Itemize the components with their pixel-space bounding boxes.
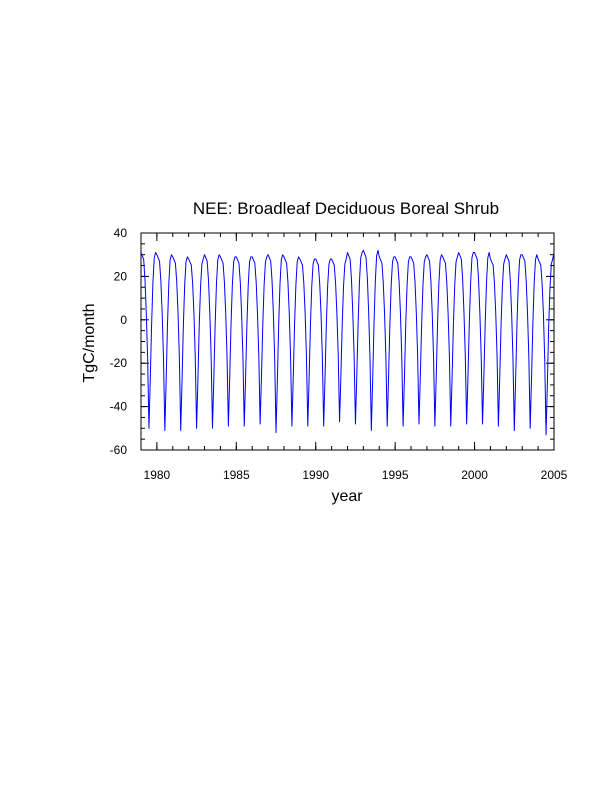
nee-series-line	[140, 249, 555, 436]
y-tick-label: -20	[110, 356, 128, 370]
y-tick-label: 40	[114, 226, 128, 240]
y-tick-label: -60	[110, 443, 128, 457]
x-tick-label: 1985	[223, 468, 250, 482]
x-tick-label: 1980	[144, 468, 171, 482]
axis-ticks	[140, 232, 555, 451]
plot-frame	[140, 232, 555, 451]
x-tick-label: 2005	[541, 468, 568, 482]
x-tick-label: 2000	[461, 468, 488, 482]
chart-title: NEE: Broadleaf Deciduous Boreal Shrub	[193, 199, 499, 218]
y-axis-label: TgC/month	[81, 303, 98, 382]
x-tick-label: 1990	[302, 468, 329, 482]
y-tick-label: 20	[114, 269, 128, 283]
x-tick-label: 1995	[382, 468, 409, 482]
y-tick-label: 0	[120, 313, 127, 327]
y-tick-label: -40	[110, 400, 128, 414]
x-axis-label: year	[331, 488, 363, 505]
tick-labels: 1980 1985 1990 1995 2000 2005 40 20 0 -20 -40 -60	[110, 226, 568, 482]
